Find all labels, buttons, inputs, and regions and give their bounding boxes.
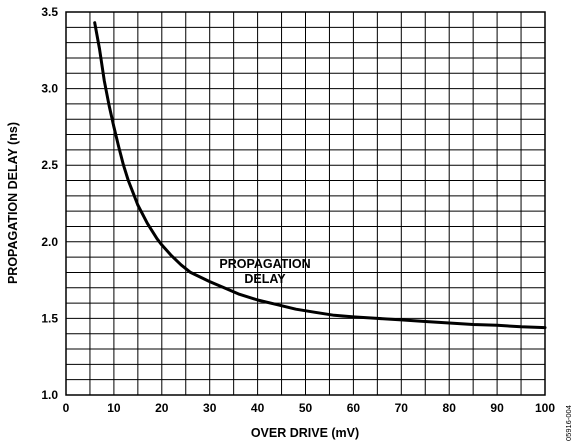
x-tick-label: 50 [299, 401, 313, 415]
y-axis-ticks: 1.0 1.5 2.0 2.5 3.0 3.5 [41, 5, 58, 402]
x-axis-ticks: 0 10 20 30 40 50 60 70 80 90 100 [63, 401, 556, 415]
x-tick-label: 100 [535, 401, 555, 415]
x-tick-label: 20 [155, 401, 169, 415]
y-tick-label: 1.5 [41, 311, 58, 325]
y-tick-label: 3.5 [41, 5, 58, 19]
x-tick-label: 60 [347, 401, 361, 415]
x-tick-label: 10 [107, 401, 121, 415]
annotation-line-1: PROPAGATION [219, 257, 310, 271]
x-tick-label: 30 [203, 401, 217, 415]
series-line-propagation-delay [93, 21, 547, 330]
y-tick-label: 3.0 [41, 82, 58, 96]
y-tick-label: 2.0 [41, 235, 58, 249]
x-tick-label: 70 [395, 401, 409, 415]
x-tick-label: 40 [251, 401, 265, 415]
plot-frame [65, 11, 546, 396]
x-tick-label: 0 [63, 401, 70, 415]
y-tick-label: 2.5 [41, 158, 58, 172]
x-tick-label: 90 [490, 401, 504, 415]
y-axis-label: PROPAGATION DELAY (ns) [6, 122, 20, 284]
x-axis-label: OVER DRIVE (mV) [251, 426, 359, 440]
y-tick-label: 1.0 [41, 388, 58, 402]
grid-lines [66, 12, 545, 395]
figure-code: 05916-004 [564, 405, 573, 441]
annotation-line-2: DELAY [244, 272, 286, 286]
x-tick-label: 80 [443, 401, 457, 415]
